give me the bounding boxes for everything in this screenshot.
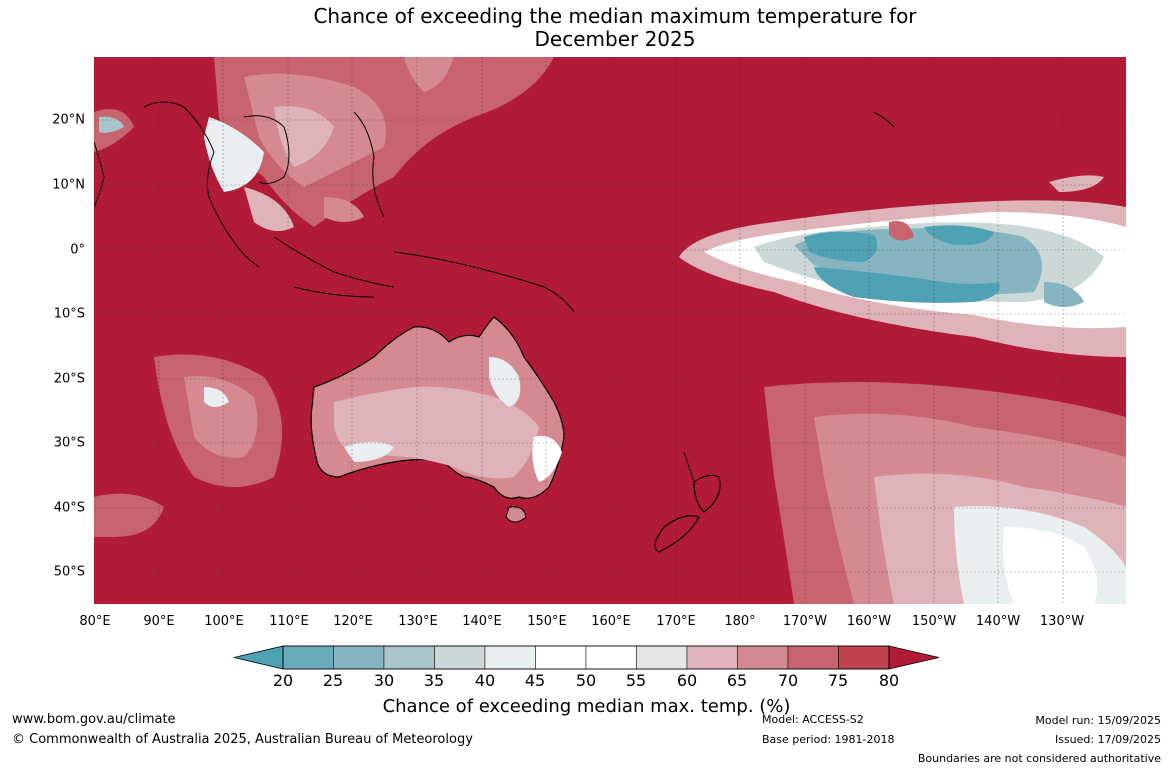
legend-swatch	[737, 645, 789, 670]
legend-swatch	[787, 645, 839, 670]
lat-label: 20°N	[52, 112, 85, 128]
disclaimer-text: Boundaries are not considered authoritat…	[917, 752, 1161, 765]
issued-text: Issued: 17/09/2025	[1054, 733, 1161, 746]
lat-label: 40°S	[53, 500, 85, 516]
legend-tick: 40	[474, 671, 496, 690]
lon-label: 90°E	[143, 614, 175, 629]
legend-swatch	[333, 645, 385, 670]
map-title-line1: Chance of exceeding the median maximum t…	[313, 4, 917, 28]
legend-low-arrow	[234, 645, 284, 670]
legend-tick: 65	[726, 671, 748, 690]
legend-tick: 30	[373, 671, 395, 690]
legend-tick: 45	[524, 671, 546, 690]
base-period-text: Base period: 1981-2018	[762, 733, 895, 746]
legend-tick: 60	[676, 671, 698, 690]
legend-swatch	[484, 645, 536, 670]
lon-label: 170°E	[656, 614, 696, 629]
lon-label: 80°E	[79, 614, 111, 629]
legend-swatch	[838, 645, 890, 670]
lon-label: 130°W	[1039, 614, 1085, 629]
lon-label: 150°E	[527, 614, 567, 629]
gridlines	[94, 57, 1126, 604]
legend-swatch	[585, 645, 637, 670]
legend-swatch	[636, 645, 688, 670]
lon-label: 130°E	[398, 614, 438, 629]
legend-high-arrow	[888, 645, 939, 670]
legend-swatch	[434, 645, 486, 670]
legend-tick: 35	[423, 671, 445, 690]
legend-tick: 25	[322, 671, 344, 690]
model-text: Model: ACCESS-S2	[762, 713, 864, 726]
lon-label: 160°W	[846, 614, 892, 629]
legend-label: Chance of exceeding median max. temp. (%…	[382, 696, 791, 717]
probability-map	[94, 57, 1126, 604]
legend-tick: 80	[878, 671, 900, 690]
lat-label: 0°	[70, 242, 85, 258]
legend-swatch	[535, 645, 587, 670]
legend-tick: 70	[777, 671, 799, 690]
lat-label: 10°N	[52, 177, 85, 193]
lon-label: 100°E	[204, 614, 244, 629]
legend-swatch	[686, 645, 738, 670]
copyright-text: © Commonwealth of Australia 2025, Austra…	[12, 732, 473, 747]
legend-colorbar	[234, 645, 939, 670]
lon-label: 120°E	[333, 614, 373, 629]
lon-label: 140°W	[975, 614, 1021, 629]
lon-label: 110°E	[269, 614, 309, 629]
legend-tick: 50	[575, 671, 597, 690]
lat-label: 50°S	[53, 564, 85, 580]
website-link[interactable]: www.bom.gov.au/climate	[12, 712, 176, 727]
legend-tick: 20	[272, 671, 294, 690]
lat-label: 30°S	[53, 435, 85, 451]
lon-label: 180°	[724, 614, 756, 629]
map-title-line2: December 2025	[534, 27, 696, 51]
legend-swatch	[383, 645, 435, 670]
lon-label: 160°E	[591, 614, 631, 629]
lon-label: 170°W	[782, 614, 828, 629]
new-zealand	[654, 474, 721, 553]
lon-label: 150°W	[911, 614, 957, 629]
se-asia-landmass	[143, 101, 575, 313]
legend-tick: 75	[827, 671, 849, 690]
lat-label: 20°S	[53, 371, 85, 387]
model-run-text: Model run: 15/09/2025	[1035, 714, 1161, 727]
legend-swatch	[282, 645, 334, 670]
lat-label: 10°S	[53, 306, 85, 322]
lon-label: 140°E	[462, 614, 502, 629]
legend-tick: 55	[625, 671, 647, 690]
